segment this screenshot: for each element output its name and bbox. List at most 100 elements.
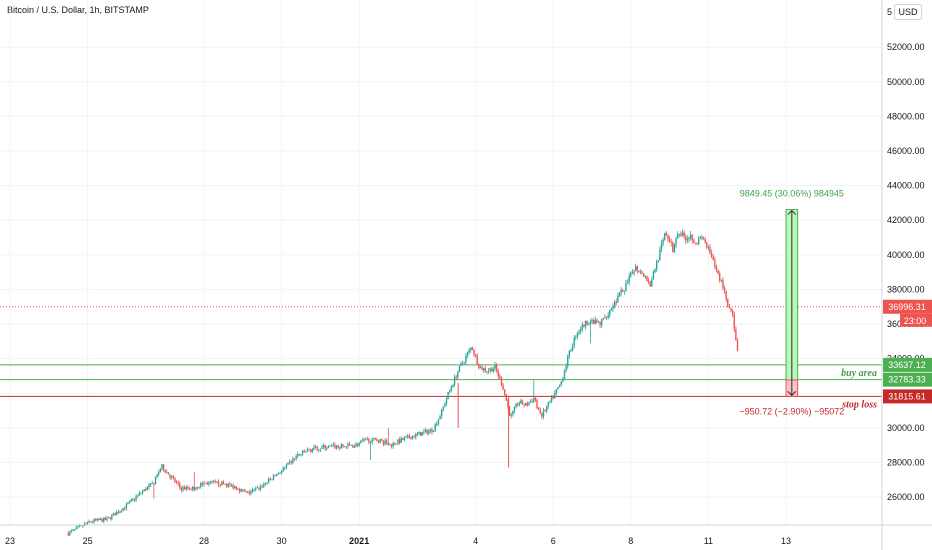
candle-body: [736, 340, 739, 351]
candle-body: [187, 487, 189, 489]
candle-body: [591, 319, 593, 322]
candle-body: [135, 496, 137, 500]
candle-body: [455, 376, 457, 378]
grid: [0, 0, 882, 525]
candle-body: [361, 440, 364, 442]
candlestick-series: [67, 229, 739, 537]
candle-body: [318, 449, 320, 451]
candle-body: [366, 438, 368, 440]
candle-body: [492, 368, 495, 372]
candle-body: [505, 394, 508, 401]
candle-body: [143, 489, 145, 492]
candle-body: [680, 233, 682, 236]
candle-body: [715, 267, 718, 271]
candle-body: [245, 491, 247, 493]
candle-body: [229, 484, 231, 485]
candle-body: [311, 449, 314, 452]
candle-body: [298, 454, 301, 455]
candle-body: [313, 447, 315, 450]
candle-body: [319, 448, 322, 450]
candle-body: [512, 411, 514, 415]
candle-body: [267, 478, 270, 483]
candle-body: [528, 402, 530, 406]
candle-body: [618, 293, 621, 296]
candle-body: [481, 367, 483, 371]
candle-body: [403, 437, 406, 440]
candle-body: [188, 488, 191, 490]
candle-body: [67, 533, 69, 536]
candle-body: [573, 337, 575, 347]
currency-button[interactable]: USD: [894, 4, 922, 20]
candle-body: [526, 403, 529, 406]
candle-body: [269, 478, 271, 480]
candle-body: [402, 438, 404, 440]
candle-body: [288, 461, 291, 463]
candle-body: [458, 365, 461, 372]
candle-body: [419, 432, 422, 436]
candle-body: [542, 410, 545, 417]
candle-body: [710, 253, 713, 257]
candle-body: [146, 487, 149, 491]
candle-body: [529, 401, 532, 403]
candle-body: [465, 355, 467, 363]
candle-body: [431, 429, 433, 433]
candle-body: [489, 368, 491, 371]
candle-body: [613, 301, 616, 307]
candle-body: [457, 371, 459, 378]
candle-body: [96, 518, 98, 521]
candle-body: [138, 492, 141, 495]
candle-body: [683, 232, 685, 237]
x-tick-label: 2021: [349, 536, 369, 546]
candle-body: [214, 481, 217, 483]
candle-body: [277, 473, 280, 475]
candle-body: [575, 336, 577, 338]
candle-body: [73, 529, 76, 530]
candle-body: [274, 475, 276, 477]
candle-body: [390, 444, 393, 447]
candle-body: [271, 479, 273, 480]
candle-body: [408, 435, 411, 438]
x-tick-label: 6: [551, 536, 556, 546]
candle-body: [676, 234, 679, 239]
candle-body: [497, 370, 499, 377]
candle-body: [348, 443, 351, 445]
candle-body: [570, 350, 572, 352]
candle-body: [693, 240, 695, 243]
y-tick-label: 46000.00: [887, 146, 925, 156]
candle-body: [90, 521, 92, 523]
candle-body: [445, 398, 448, 404]
candle-body: [398, 439, 401, 443]
candle-body: [544, 410, 546, 412]
candle-body: [620, 290, 622, 294]
candle-body: [140, 492, 142, 494]
candle-body: [185, 487, 187, 490]
candle-body: [358, 442, 360, 446]
candle-body: [588, 323, 590, 325]
candle-body: [436, 424, 438, 425]
candle-body: [510, 414, 512, 416]
candle-body: [698, 238, 700, 244]
candle-body: [206, 482, 208, 485]
candle-body: [437, 419, 440, 425]
candle-body: [216, 481, 218, 483]
candle-body: [447, 392, 449, 399]
candle-body: [586, 320, 588, 325]
candle-body: [221, 481, 223, 486]
candle-body: [80, 525, 82, 527]
candle-body: [411, 436, 414, 440]
candle-body: [175, 481, 178, 483]
candle-body: [69, 531, 71, 536]
candle-body: [592, 319, 595, 324]
candle-body: [116, 511, 118, 516]
buy-area-annotation: buy area: [841, 368, 877, 379]
candle-body: [730, 308, 732, 311]
candle-body: [321, 446, 323, 449]
candle-body: [555, 389, 558, 393]
candle-body: [471, 347, 474, 350]
candle-body: [626, 282, 629, 284]
candle-body: [125, 504, 128, 509]
candle-body: [397, 439, 399, 444]
long-position-tool: 9849.45 (30.06%) 984945 −950.72 (−2.90%) …: [739, 189, 844, 417]
candle-body: [563, 370, 566, 379]
